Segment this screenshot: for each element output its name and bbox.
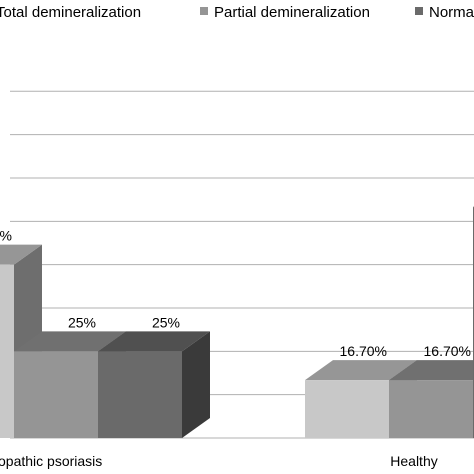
bar-top-face (305, 360, 417, 381)
category-label: opathic psoriasis (0, 453, 102, 469)
bars (0, 206, 474, 438)
bar-side-face (182, 331, 210, 438)
legend-item: Norma (415, 4, 474, 21)
legend-item: Partial demineralization (200, 4, 370, 21)
legend-item: Total demineralization (0, 4, 141, 21)
bar-top-face (0, 244, 42, 265)
legend-label: Norma (429, 4, 474, 21)
data-label: 16.70% (340, 343, 387, 359)
data-label: 0% (0, 228, 12, 244)
legend-swatch (200, 7, 208, 15)
bar-2-2 (389, 360, 474, 438)
legend: Total demineralization Partial deminerali… (0, 4, 474, 21)
bar-top-face (14, 331, 126, 352)
bar-front-face (0, 264, 14, 438)
bar-1-3 (98, 331, 210, 438)
bar-top-face (98, 331, 210, 352)
bar-front-face (14, 351, 98, 438)
bar-front-face (389, 380, 473, 438)
category-label: Healthy (390, 453, 437, 469)
data-label: 16.70% (424, 343, 471, 359)
category-labels: opathic psoriasis Healthy (0, 453, 438, 469)
legend-swatch (415, 7, 423, 15)
legend-label: Partial demineralization (214, 4, 370, 21)
data-label: 25% (68, 314, 96, 330)
bar-front-face (305, 380, 389, 438)
data-labels: 0% 25% 25% 16.70% 16.70% (0, 228, 471, 359)
bar-top-face (389, 360, 474, 381)
legend-label: Total demineralization (0, 4, 141, 21)
data-label: 25% (152, 314, 180, 330)
bar-front-face (98, 351, 182, 438)
